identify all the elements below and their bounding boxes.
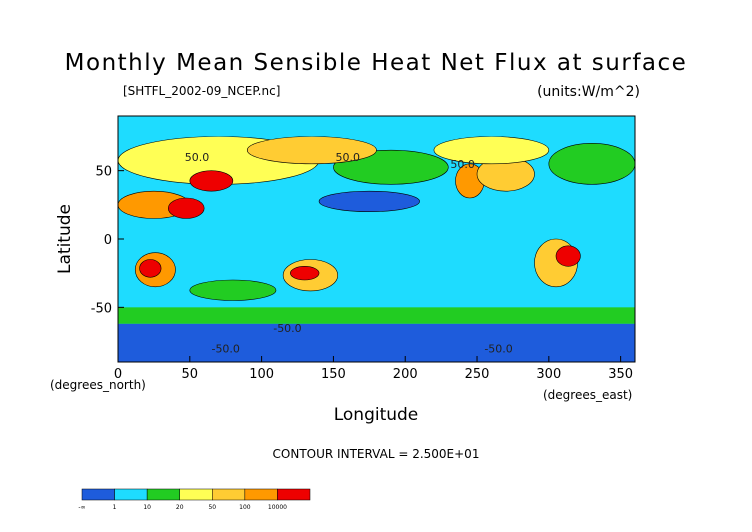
y-tick-label: 50 [95, 165, 112, 180]
contour-label: 50.0 [185, 151, 210, 164]
flux-region-australia-interior [290, 266, 320, 281]
file-label: [SHTFL_2002-09_NCEP.nc] [123, 84, 280, 98]
contour-label: -50.0 [484, 342, 512, 355]
flux-region-kalahari [139, 259, 162, 278]
colorbar-tick-label: 50 [208, 504, 216, 511]
colorbar-tick-label: 20 [176, 504, 184, 511]
x-tick-label: 300 [536, 367, 561, 382]
flux-region-central-asia [189, 170, 234, 192]
colorbar-swatch [244, 488, 278, 501]
contour-interval: CONTOUR INTERVAL = 2.500E+01 [273, 447, 480, 461]
colorbar: -∞ 1 10 20 50 100 10000 [78, 488, 311, 511]
colorbar-swatch [179, 488, 213, 501]
y-axis-ticks: -50 0 50 [91, 165, 124, 316]
contour-label: 50.0 [450, 158, 475, 171]
y-axis-title: Latitude [55, 204, 75, 274]
colorbar-tick-label: 10 [143, 504, 151, 511]
colorbar-swatch [277, 488, 311, 501]
x-tick-label: 200 [393, 367, 418, 382]
x-tick-label: 150 [321, 367, 346, 382]
flux-region-north-atlantic [548, 143, 635, 185]
colorbar-swatch [212, 488, 246, 501]
flux-region-north-pacific-cold [318, 190, 420, 212]
flux-region-indian-ocean [189, 279, 277, 301]
colorbar-tick-label: 100 [239, 504, 251, 511]
x-unit-label: (degrees_east) [543, 388, 632, 402]
flux-region-polar-south [118, 323, 635, 362]
contour-label: -50.0 [211, 342, 239, 355]
contour-label: -50.0 [273, 322, 301, 335]
colorbar-tick-label: 10000 [268, 504, 287, 511]
flux-region-southern-ocean [118, 307, 635, 324]
colorbar-tick-label: -∞ [78, 504, 85, 511]
y-unit-label: (degrees_north) [50, 378, 146, 392]
flux-region-arabia [167, 197, 205, 219]
contour-labels: 50.0 50.0 50.0 -50.0 -50.0 -50.0 [185, 151, 513, 355]
x-tick-label: 250 [465, 367, 490, 382]
flux-region-arctic [118, 116, 635, 137]
flux-region-brazil [555, 245, 581, 267]
x-axis-ticks: 0 50 100 150 200 250 300 350 [114, 356, 633, 382]
x-tick-label: 100 [249, 367, 274, 382]
y-tick-label: -50 [91, 301, 112, 316]
colorbar-swatch [81, 488, 115, 501]
heatmap-fill [118, 116, 635, 362]
x-axis-title: Longitude [334, 405, 419, 425]
colorbar-swatch [114, 488, 148, 501]
x-tick-label: 350 [608, 367, 633, 382]
x-tick-label: 0 [114, 367, 122, 382]
y-tick-label: 0 [104, 233, 112, 248]
contour-label: 50.0 [336, 151, 361, 164]
units-label: (units:W/m^2) [537, 84, 640, 100]
colorbar-swatch [146, 488, 180, 501]
chart-title: Monthly Mean Sensible Heat Net Flux at s… [65, 50, 688, 76]
colorbar-tick-label: 1 [113, 504, 117, 511]
x-tick-label: 50 [182, 367, 199, 382]
